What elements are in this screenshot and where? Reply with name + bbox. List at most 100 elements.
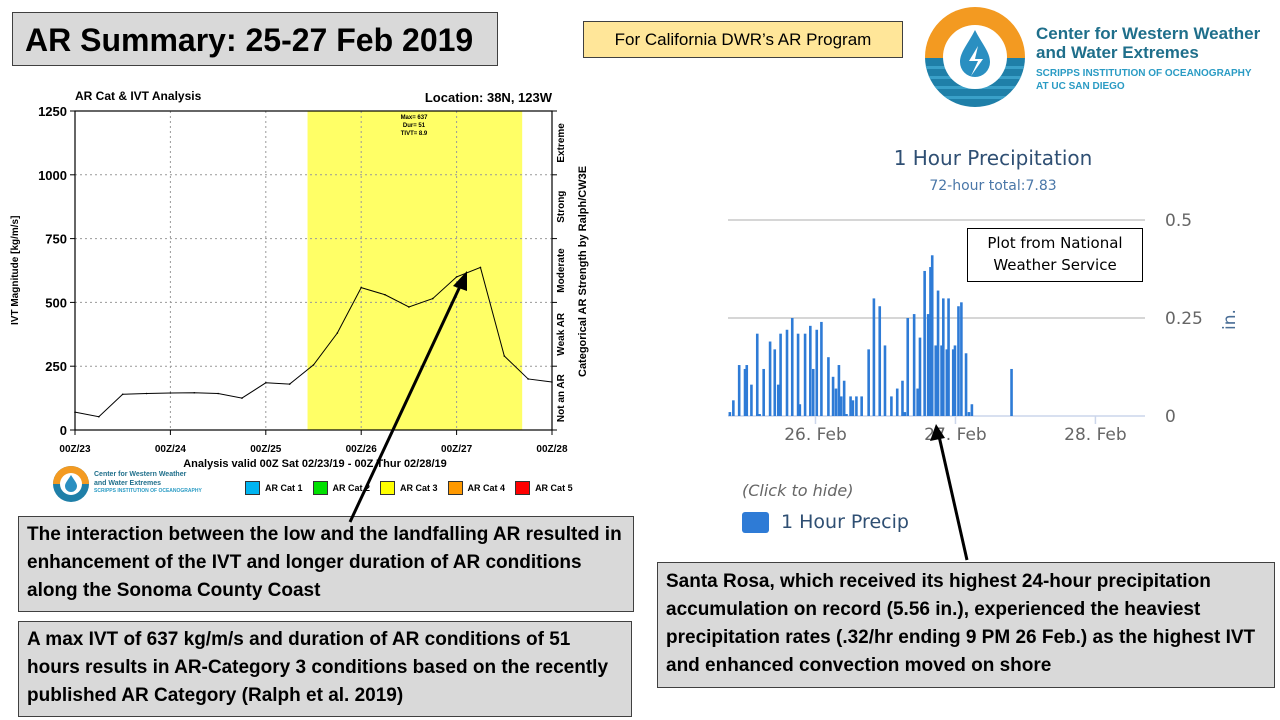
precip-bar xyxy=(872,298,876,416)
precip-bar xyxy=(960,302,963,416)
precip-bar xyxy=(755,333,759,416)
precip-bar xyxy=(732,400,735,416)
ivt-point xyxy=(241,397,243,399)
precip-bar xyxy=(790,318,794,416)
precip-bar xyxy=(815,329,819,416)
ivt-chart-location: Location: 38N, 123W xyxy=(424,90,552,105)
ivt-legend: AR Cat 1 AR Cat 2 AR Cat 3 AR Cat 4 AR Cat 5 xyxy=(245,481,577,495)
precip-bar xyxy=(849,396,852,416)
precip-bar xyxy=(845,414,848,416)
note-santa-rosa: Santa Rosa, which received its highest 2… xyxy=(657,562,1275,688)
ivt-point xyxy=(336,332,339,334)
ar-annotation: TIVT= 8.9 xyxy=(401,131,428,137)
cw3e-small-logo-icon xyxy=(53,466,89,502)
logo-line4: AT UC SAN DIEGO xyxy=(1036,81,1125,92)
logo-line1: Center for Western Weather xyxy=(1036,24,1261,43)
ivt-point xyxy=(408,306,410,308)
x-tick-label: 00Z/24 xyxy=(155,444,187,455)
precip-bar xyxy=(934,345,938,416)
precip-bar xyxy=(970,404,974,416)
ivt-point xyxy=(98,415,100,418)
ar-category-label: Extreme xyxy=(556,123,567,163)
precip-bar xyxy=(803,333,807,416)
precip-bar xyxy=(883,345,887,416)
precip-bar xyxy=(785,329,789,416)
ivt-chart: 0 250 500 750 1000 1250 00Z/23 00Z/24 00Z/25 00Z/… xyxy=(38,104,568,455)
y-tick-label: 0.5 xyxy=(1165,211,1192,231)
precip-bar xyxy=(923,270,926,416)
precip-bar xyxy=(745,365,749,416)
precip-bar xyxy=(773,349,777,416)
program-label: For California DWR’s AR Program xyxy=(583,21,903,58)
note-max-ivt: A max IVT of 637 kg/m/s and duration of … xyxy=(18,621,632,717)
precip-bar xyxy=(867,349,870,416)
precip-bar xyxy=(901,380,904,416)
precip-bar xyxy=(936,290,940,416)
ar-cat3-band xyxy=(307,111,523,430)
legend-item-1-hour-precip[interactable]: 1 Hour Precip xyxy=(742,511,909,533)
x-tick-label: 00Z/26 xyxy=(346,444,378,455)
x-tick-label: 26. Feb xyxy=(784,425,847,445)
precip-bar xyxy=(940,345,943,416)
legend-label: AR Cat 3 xyxy=(400,483,438,493)
precip-chart-subtitle: 72-hour total:7.83 xyxy=(929,178,1057,194)
x-tick-label: 27. Feb xyxy=(924,425,987,445)
x-tick-label: 00Z/28 xyxy=(536,444,568,455)
precip-bar xyxy=(728,412,732,416)
precip-bar xyxy=(839,396,843,416)
precip-bar xyxy=(947,298,950,416)
legend-swatch xyxy=(515,481,531,495)
precip-y-axis-label: in. xyxy=(1220,309,1240,331)
precip-bar xyxy=(809,325,812,416)
precip-bar xyxy=(906,318,910,416)
precip-bar xyxy=(796,333,800,416)
y-tick-label: 1250 xyxy=(38,104,67,119)
ivt-y-axis-label: IVT Magnitude [kg/m/s] xyxy=(10,215,21,325)
legend-hint: (Click to hide) xyxy=(742,481,854,500)
y-tick-label: 1000 xyxy=(38,168,67,183)
precip-bar xyxy=(820,321,823,416)
precip-bar xyxy=(776,384,780,416)
x-tick-label: 00Z/25 xyxy=(250,444,282,455)
y-tick-label: 750 xyxy=(45,232,67,247)
legend-swatch xyxy=(312,481,328,495)
ivt-legend-item: AR Cat 4 xyxy=(447,481,506,495)
small-logo-line2: and Water Extremes xyxy=(94,480,162,487)
legend-label: AR Cat 2 xyxy=(332,483,371,493)
precip-bar xyxy=(750,384,753,416)
ivt-point xyxy=(193,391,196,394)
cw3e-logo-icon xyxy=(925,7,1025,107)
precip-bar xyxy=(743,368,747,416)
precip-bar xyxy=(930,255,934,416)
ivt-point xyxy=(455,276,458,278)
ivt-point xyxy=(527,378,529,380)
legend-swatch xyxy=(742,511,769,533)
ivt-chart-title: AR Cat & IVT Analysis xyxy=(75,89,202,103)
ivt-point xyxy=(145,392,148,395)
logo-line3: SCRIPPS INSTITUTION OF OCEANOGRAPHY xyxy=(1036,68,1252,79)
ivt-legend-item: AR Cat 3 xyxy=(380,481,438,495)
precip-bar xyxy=(912,314,916,416)
y-tick-label: 0 xyxy=(60,423,67,438)
legend-label: AR Cat 5 xyxy=(535,483,573,493)
ivt-point xyxy=(288,383,291,385)
precip-bar xyxy=(953,345,957,416)
ivt-point xyxy=(265,381,267,384)
ar-annotation: Max= 637 xyxy=(401,115,429,121)
precip-bar xyxy=(842,380,846,416)
precip-bar xyxy=(967,412,971,416)
legend-label: AR Cat 4 xyxy=(467,483,506,493)
ar-category-label: Weak AR xyxy=(556,312,567,356)
small-logo-line1: Center for Western Weather xyxy=(94,471,187,478)
precip-bar xyxy=(945,349,949,416)
precip-bar xyxy=(1010,368,1013,416)
precip-bar xyxy=(942,298,945,416)
ivt-point xyxy=(431,297,434,300)
ivt-point xyxy=(384,293,386,296)
precip-chart-title: 1 Hour Precipitation xyxy=(893,146,1093,170)
ivt-point xyxy=(74,411,76,413)
precip-bar xyxy=(929,267,932,416)
precip-bar xyxy=(834,388,838,416)
precip-bar xyxy=(964,353,968,416)
precip-bar xyxy=(855,396,858,416)
